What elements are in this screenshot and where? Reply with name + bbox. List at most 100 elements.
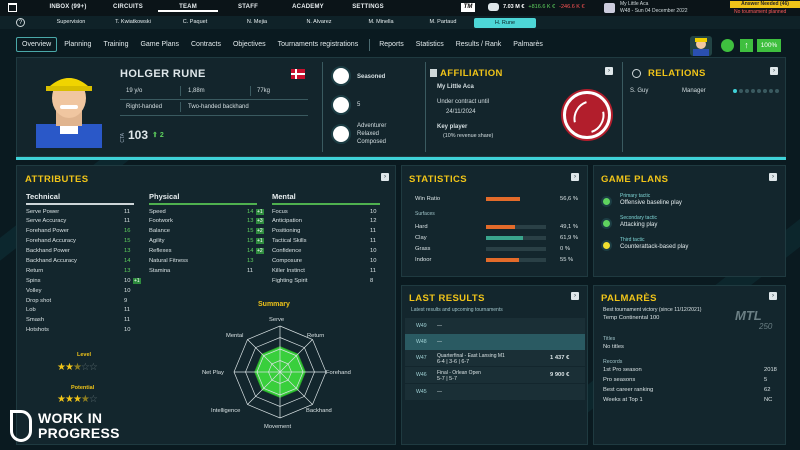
expand-relations-button[interactable]: › [770, 67, 778, 75]
subtab-player-selected[interactable]: H. Rune [474, 17, 536, 28]
attribute-value: 14 [124, 257, 131, 264]
expand-last-results-button[interactable]: › [571, 292, 579, 300]
radar-label-return: Return [307, 333, 325, 339]
attribute-name: Confidence [272, 248, 302, 255]
surface-value: 61,9 % [560, 235, 579, 241]
surface-value: 55 % [560, 257, 574, 263]
expand-affiliation-button[interactable]: › [605, 67, 613, 75]
technical-title: Technical [26, 192, 61, 201]
attribute-row: Serve Accuracy 11 [26, 218, 134, 228]
expand-statistics-button[interactable]: › [571, 173, 579, 181]
building-icon [430, 69, 437, 77]
technical-column: Technical Serve Power 11 Serve Accuracy 11 F… [26, 192, 141, 337]
nav-academy[interactable]: ACADEMY [292, 4, 324, 10]
star-icon: ★ [57, 394, 66, 405]
attribute-name: Reflexes [149, 248, 172, 255]
subtab-player[interactable]: M. Partaud [429, 19, 457, 25]
attribute-value: 13 [124, 267, 131, 274]
attribute-value: 11 [124, 218, 131, 225]
attribute-row: Fighting Spirit 8 [272, 278, 380, 288]
attribute-name: Spins [26, 277, 41, 284]
tab-contracts[interactable]: Contracts [191, 41, 221, 48]
attribute-row: Backhand Accuracy 14 [26, 258, 134, 268]
tab-results-rank[interactable]: Results / Rank [455, 41, 502, 48]
result-row[interactable] [405, 384, 585, 400]
divider [120, 99, 308, 100]
club-info: My Little Aca W48 - Sun 04 December 2022 [620, 1, 688, 15]
underline [272, 203, 380, 205]
tab-training[interactable]: Training [103, 41, 129, 48]
attribute-value: 15 [247, 238, 254, 245]
surface-bar-track [486, 247, 546, 251]
tab-game-plans[interactable]: Game Plans [140, 41, 179, 48]
attribute-row: Serve Power 11 [26, 209, 134, 219]
player-backhand: Two-handed backhand [188, 104, 249, 110]
surface-name: Grass [415, 246, 431, 252]
tab-tournaments-registrations[interactable]: Tournaments registrations [277, 41, 359, 48]
relations-icon [632, 69, 641, 78]
physical-column: Physical Speed 14 +1 Footwork 13 +3 Balance 15 +… [149, 192, 264, 278]
result-row[interactable] [405, 350, 585, 366]
result-week: W45 [416, 389, 427, 395]
subtab-player[interactable]: T. Kwiatkowski [115, 19, 151, 25]
subtab-supervision[interactable]: Supervision [56, 19, 86, 25]
expand-attributes-button[interactable]: › [381, 173, 389, 181]
attribute-row: Confidence 10 [272, 248, 380, 258]
attribute-row: Speed 14 +1 [149, 208, 264, 219]
surface-value: 49,1 % [560, 224, 579, 230]
attribute-name: Footwork [149, 218, 173, 225]
radar-axis-line [279, 339, 313, 373]
attribute-progress-badge: +3 [256, 218, 264, 225]
expand-palmares-button[interactable]: › [769, 292, 777, 300]
club-name: My Little Aca [620, 1, 649, 7]
tab-statistics[interactable]: Statistics [415, 41, 444, 48]
home-icon[interactable] [8, 3, 17, 12]
expand-game-plans-button[interactable]: › [769, 173, 777, 181]
help-icon[interactable]: ? [16, 18, 25, 27]
relation-dot [751, 89, 755, 93]
relation-name: S. Guy [630, 88, 649, 94]
finance-summary[interactable]: 7.03 M € +816.6 K € -246.6 K € [488, 3, 585, 11]
divider [180, 86, 181, 96]
relation-dot [739, 89, 743, 93]
trend-up-icon[interactable]: ↑ [740, 39, 753, 52]
nav-team[interactable]: TEAM [158, 4, 218, 12]
attribute-name: Forehand Accuracy [26, 238, 76, 245]
surface-bar [486, 258, 519, 262]
physical-title: Physical [149, 192, 180, 201]
result-row[interactable] [405, 318, 585, 334]
star-icon: ★ [72, 362, 82, 373]
cta-up-icon: ⇑ [152, 132, 160, 139]
result-row[interactable] [405, 334, 585, 350]
tab-objectives[interactable]: Objectives [232, 41, 266, 48]
top-bar: INBOX (99+) CIRCUITS TEAM STAFF ACADEMY … [0, 0, 800, 16]
answer-needed-button[interactable]: Answer Needed (46) [730, 1, 800, 8]
result-row[interactable] [405, 367, 585, 383]
best-victory-label: Best tournament victory (since 11/12/202… [603, 307, 702, 313]
tab-palmares[interactable]: Palmarès [513, 41, 543, 48]
subtab-player[interactable]: N. Mejia [246, 19, 268, 25]
attribute-name: Killer Instinct [272, 267, 305, 274]
mood-icon[interactable] [721, 39, 734, 52]
attribute-name: Positioning [272, 228, 301, 235]
attribute-progress-badge: +1 [256, 238, 264, 245]
nav-circuits[interactable]: CIRCUITS [113, 4, 143, 10]
nav-inbox[interactable]: INBOX (99+) [49, 4, 87, 10]
result-tournament: Final - Orlean Open [437, 370, 481, 376]
subtab-player[interactable]: M. Minella [368, 19, 394, 25]
record-value: 5 [764, 377, 768, 383]
player-portrait [36, 78, 102, 148]
subtab-player[interactable]: N. Alvarez [306, 19, 332, 25]
nav-settings[interactable]: SETTINGS [352, 4, 384, 10]
nav-staff[interactable]: STAFF [238, 4, 258, 10]
subtab-player[interactable]: C. Paquet [182, 19, 208, 25]
attribute-row: Lob 11 [26, 307, 134, 317]
attribute-value: 11 [124, 307, 131, 314]
secondary-tactic-value: Attacking play [620, 222, 658, 228]
attribute-progress-badge: +1 [133, 277, 141, 284]
tab-planning[interactable]: Planning [64, 41, 92, 48]
tab-overview[interactable]: Overview [16, 37, 58, 52]
star-icon: ★ [64, 362, 74, 373]
tab-reports[interactable]: Reports [379, 41, 404, 48]
radar-label-movement: Movement [264, 424, 292, 430]
